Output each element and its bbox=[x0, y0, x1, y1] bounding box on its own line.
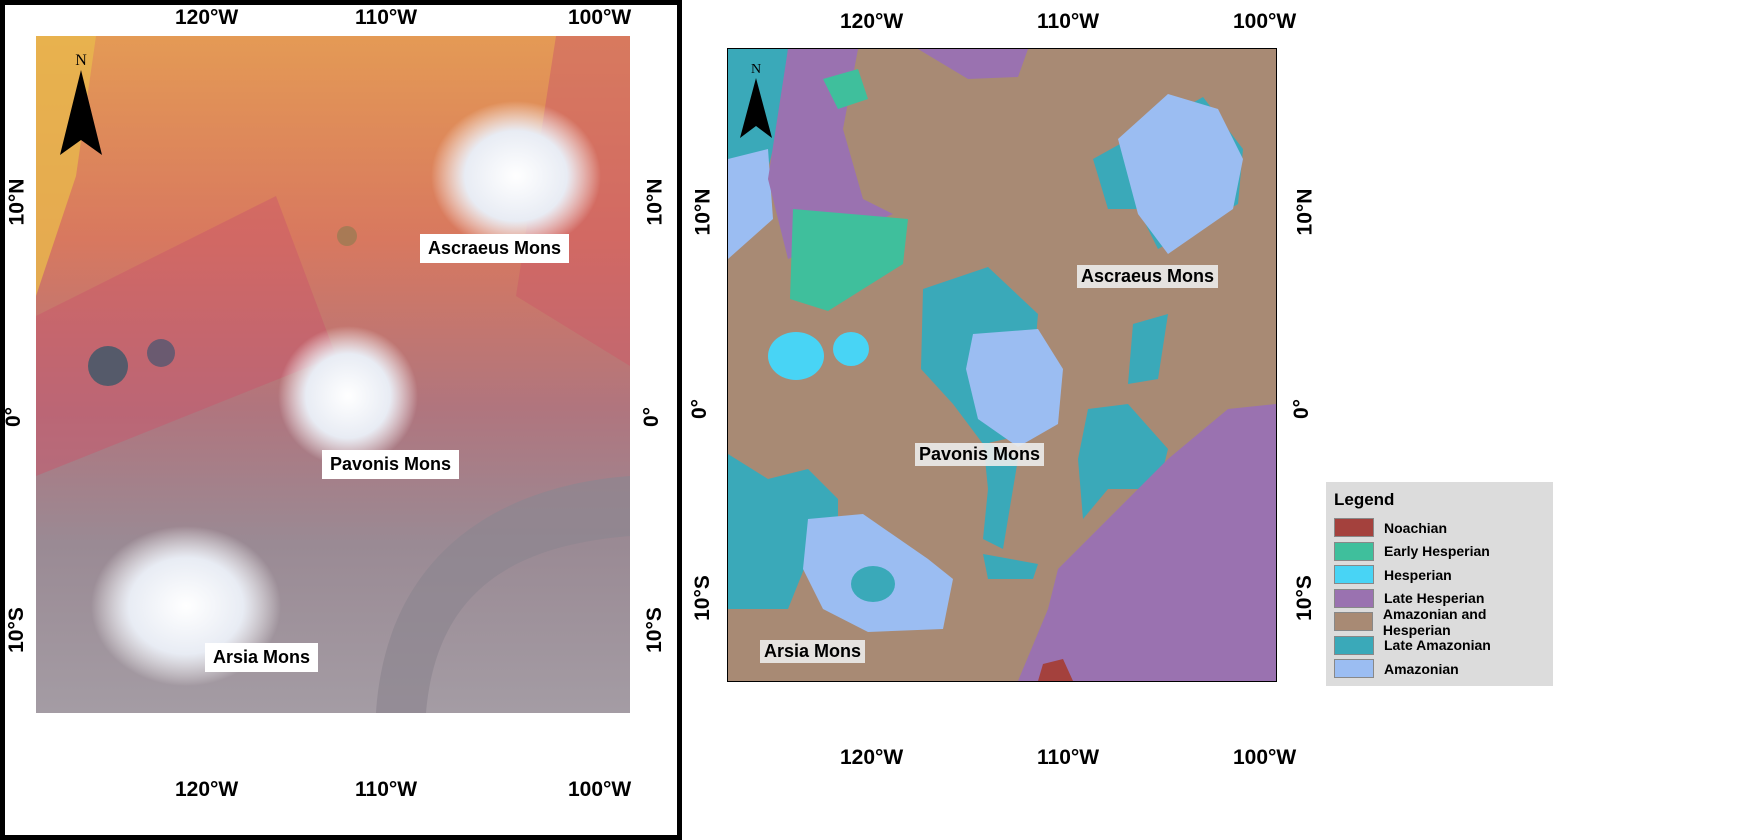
right-map-lat-10n-right: 10°N bbox=[1293, 188, 1317, 236]
left-top-lon-120: 120°W bbox=[175, 6, 239, 29]
legend-label: Noachian bbox=[1384, 519, 1448, 536]
right-north-arrow: N bbox=[740, 62, 772, 143]
left-top-lon-100: 100°W bbox=[568, 6, 632, 29]
label-arsia-mons: Arsia Mons bbox=[205, 643, 319, 672]
legend-label: Late Amazonian bbox=[1384, 637, 1491, 654]
left-lat-10s: 10°S bbox=[4, 607, 28, 653]
legend-item: Late Amazonian bbox=[1334, 634, 1553, 658]
legend-label: Early Hesperian bbox=[1384, 543, 1490, 560]
legend-swatch bbox=[1334, 518, 1374, 538]
legend-label: Late Hesperian bbox=[1384, 590, 1485, 607]
left-bottom-lon-120: 120°W bbox=[175, 778, 239, 801]
left-top-lon-110: 110°W bbox=[355, 6, 418, 29]
legend-swatch bbox=[1334, 541, 1374, 561]
left-lat-0: 0° bbox=[2, 406, 26, 428]
right-lat-10n-left-map: 10°N bbox=[643, 178, 667, 226]
legend-label: Amazonian bbox=[1384, 660, 1459, 677]
legend-item: Late Hesperian bbox=[1334, 587, 1553, 611]
legend: Legend Noachian Early Hesperian Hesperian L… bbox=[1326, 482, 1553, 686]
right-map-lat-10s: 10°S bbox=[690, 575, 714, 621]
right-bottom-lon-120: 120°W bbox=[840, 746, 904, 769]
legend-label: Amazonian and Hesperian bbox=[1382, 605, 1487, 638]
right-bottom-lon-110: 110°W bbox=[1037, 746, 1100, 769]
legend-item: Amazonian bbox=[1334, 657, 1553, 681]
right-map-lat-0-right: 0° bbox=[1290, 398, 1314, 420]
right-lat-0-left-map: 0° bbox=[640, 406, 664, 428]
north-arrow-icon bbox=[740, 78, 772, 138]
legend-title: Legend bbox=[1334, 490, 1395, 509]
left-lat-10n: 10°N bbox=[5, 178, 29, 226]
label-arsia-mons: Arsia Mons bbox=[760, 640, 866, 663]
right-bottom-lon-100: 100°W bbox=[1233, 746, 1297, 769]
legend-item: Noachian bbox=[1334, 516, 1553, 540]
legend-item: Hesperian bbox=[1334, 563, 1553, 587]
label-pavonis-mons: Pavonis Mons bbox=[322, 450, 460, 479]
pavonis-volcano bbox=[278, 326, 418, 466]
right-top-lon-100: 100°W bbox=[1233, 10, 1297, 33]
right-map-lat-10n: 10°N bbox=[691, 188, 715, 236]
legend-swatch bbox=[1334, 659, 1374, 679]
right-map-lat-10s-right: 10°S bbox=[1292, 575, 1316, 621]
right-lat-10s-left-map: 10°S bbox=[642, 607, 666, 653]
legend-swatch bbox=[1334, 635, 1374, 655]
legend-label: Hesperian bbox=[1384, 566, 1452, 583]
north-label: N bbox=[75, 52, 87, 69]
right-top-lon-110: 110°W bbox=[1037, 10, 1100, 33]
label-ascraeus-mons: Ascraeus Mons bbox=[420, 234, 570, 263]
left-bottom-lon-110: 110°W bbox=[355, 778, 418, 801]
legend-item: Amazonian and Hesperian bbox=[1334, 606, 1553, 638]
legend-swatch bbox=[1334, 588, 1374, 608]
label-ascraeus-mons: Ascraeus Mons bbox=[1077, 265, 1219, 288]
ascraeus-volcano bbox=[431, 101, 601, 251]
left-panel bbox=[0, 0, 682, 840]
north-label: N bbox=[750, 62, 762, 77]
left-north-arrow: N bbox=[60, 52, 102, 160]
right-map-lat-0: 0° bbox=[688, 398, 712, 420]
right-geologic-map bbox=[727, 48, 1277, 682]
legend-item: Early Hesperian bbox=[1334, 540, 1553, 564]
north-arrow-icon bbox=[60, 70, 102, 155]
legend-swatch bbox=[1334, 612, 1373, 632]
label-pavonis-mons: Pavonis Mons bbox=[915, 443, 1045, 466]
legend-swatch bbox=[1334, 565, 1374, 585]
right-top-lon-120: 120°W bbox=[840, 10, 904, 33]
left-bottom-lon-100: 100°W bbox=[568, 778, 632, 801]
left-topographic-map bbox=[36, 36, 630, 713]
